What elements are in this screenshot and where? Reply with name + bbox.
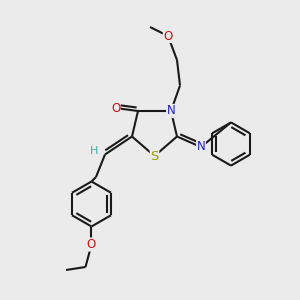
Text: H: H	[90, 146, 99, 157]
Text: N: N	[167, 104, 176, 118]
Text: S: S	[150, 149, 159, 163]
Text: O: O	[111, 101, 120, 115]
Text: O: O	[164, 29, 172, 43]
Text: O: O	[87, 238, 96, 251]
Text: N: N	[196, 140, 206, 154]
